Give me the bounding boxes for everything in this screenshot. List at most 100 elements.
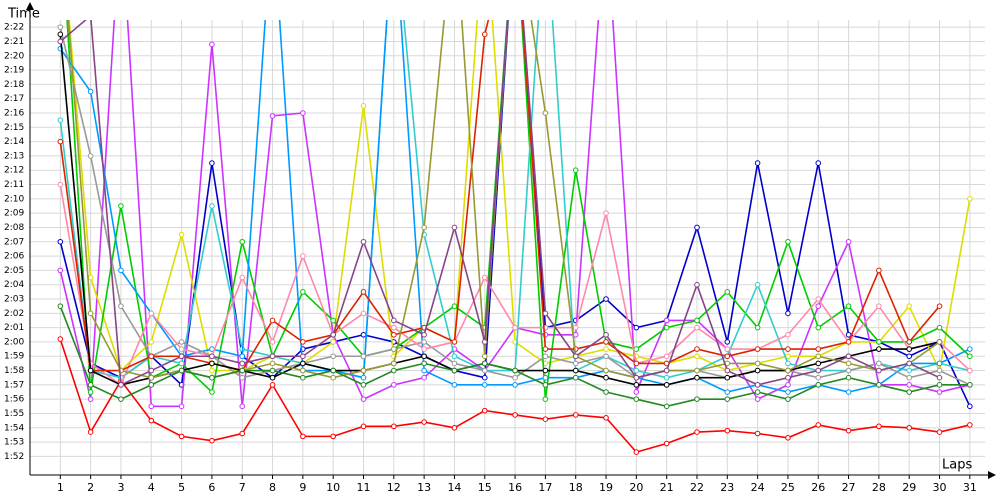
data-point (694, 353, 700, 360)
data-point (754, 430, 761, 437)
data-point (603, 389, 609, 395)
x-tick-label: 14 (447, 481, 461, 494)
x-tick-label: 27 (842, 481, 856, 494)
y-arrow (26, 2, 34, 10)
data-point (451, 303, 458, 309)
data-point (724, 374, 731, 381)
data-point (603, 210, 609, 216)
data-point (694, 429, 700, 435)
data-point (57, 24, 64, 30)
data-point (269, 367, 276, 374)
data-point (815, 374, 822, 381)
y-tick-label: 2:18 (4, 80, 24, 90)
data-point (876, 382, 882, 388)
data-point (754, 389, 761, 395)
data-point (724, 339, 731, 345)
data-point (845, 360, 852, 367)
data-point (815, 353, 822, 360)
data-point (542, 110, 549, 116)
data-point (936, 429, 943, 435)
x-tick-label: 23 (720, 481, 734, 494)
data-point (694, 374, 700, 381)
data-point (876, 423, 882, 430)
x-tick-label: 25 (781, 481, 795, 494)
y-tick-label: 2:09 (4, 209, 24, 219)
y-tick-label: 2:19 (4, 66, 24, 76)
data-point (754, 367, 761, 374)
data-point (451, 224, 458, 231)
data-point (512, 324, 518, 331)
data-point (603, 414, 609, 421)
x-axis-label: Laps (942, 458, 972, 473)
data-point (724, 346, 731, 352)
y-tick-label: 2:16 (4, 109, 24, 119)
data-point (481, 339, 488, 345)
data-point (754, 396, 761, 402)
data-point (421, 346, 427, 352)
data-point (572, 367, 579, 374)
x-arrow (988, 471, 996, 479)
data-point (391, 360, 397, 367)
data-point (542, 310, 549, 317)
data-point (269, 339, 276, 345)
data-point (754, 346, 761, 352)
data-point (239, 374, 246, 381)
data-point (87, 88, 94, 95)
data-point (209, 389, 215, 395)
data-point (57, 31, 64, 38)
data-point (239, 430, 246, 437)
data-point (421, 339, 427, 345)
data-point (542, 346, 549, 352)
data-point (876, 346, 882, 352)
plot-area (57, 20, 973, 455)
y-tick-label: 2:00 (4, 337, 24, 347)
data-point (724, 427, 731, 434)
y-tick-label: 2:13 (4, 151, 24, 161)
data-point (360, 374, 367, 381)
data-point (572, 360, 579, 367)
x-tick-label: 26 (811, 481, 825, 494)
y-tick-label: 1:58 (4, 366, 24, 376)
data-point (785, 396, 791, 402)
y-tick-label: 2:07 (4, 237, 24, 247)
data-point (118, 396, 124, 402)
data-point (633, 324, 640, 331)
series-line (59, 20, 941, 372)
data-point (269, 360, 276, 367)
data-point (845, 367, 852, 374)
data-point (451, 339, 458, 345)
data-point (269, 374, 276, 381)
x-tick-label: 9 (299, 481, 306, 494)
data-point (633, 374, 640, 381)
data-point (724, 353, 731, 360)
data-point (118, 203, 124, 209)
data-point (815, 367, 822, 374)
data-point (330, 367, 336, 374)
data-point (603, 353, 609, 360)
data-point (694, 367, 700, 374)
data-point (512, 412, 518, 418)
data-point (694, 281, 700, 288)
data-point (512, 367, 518, 374)
data-point (481, 374, 488, 381)
y-tick-label: 2:01 (4, 323, 24, 333)
x-tick-label: 7 (239, 481, 246, 494)
data-point (481, 367, 488, 374)
data-point (876, 303, 882, 309)
data-point (360, 331, 367, 338)
data-point (815, 422, 822, 428)
data-point (330, 317, 336, 324)
data-point (87, 274, 94, 281)
data-point (57, 38, 64, 45)
data-point (724, 389, 731, 395)
y-tick-label: 2:10 (4, 194, 24, 204)
data-point (663, 353, 670, 360)
data-point (239, 238, 246, 245)
data-point (572, 353, 579, 360)
data-point (906, 353, 913, 360)
data-point (906, 424, 913, 431)
data-point (239, 360, 246, 367)
data-point (421, 367, 427, 374)
data-point (572, 324, 579, 331)
data-point (360, 238, 367, 245)
